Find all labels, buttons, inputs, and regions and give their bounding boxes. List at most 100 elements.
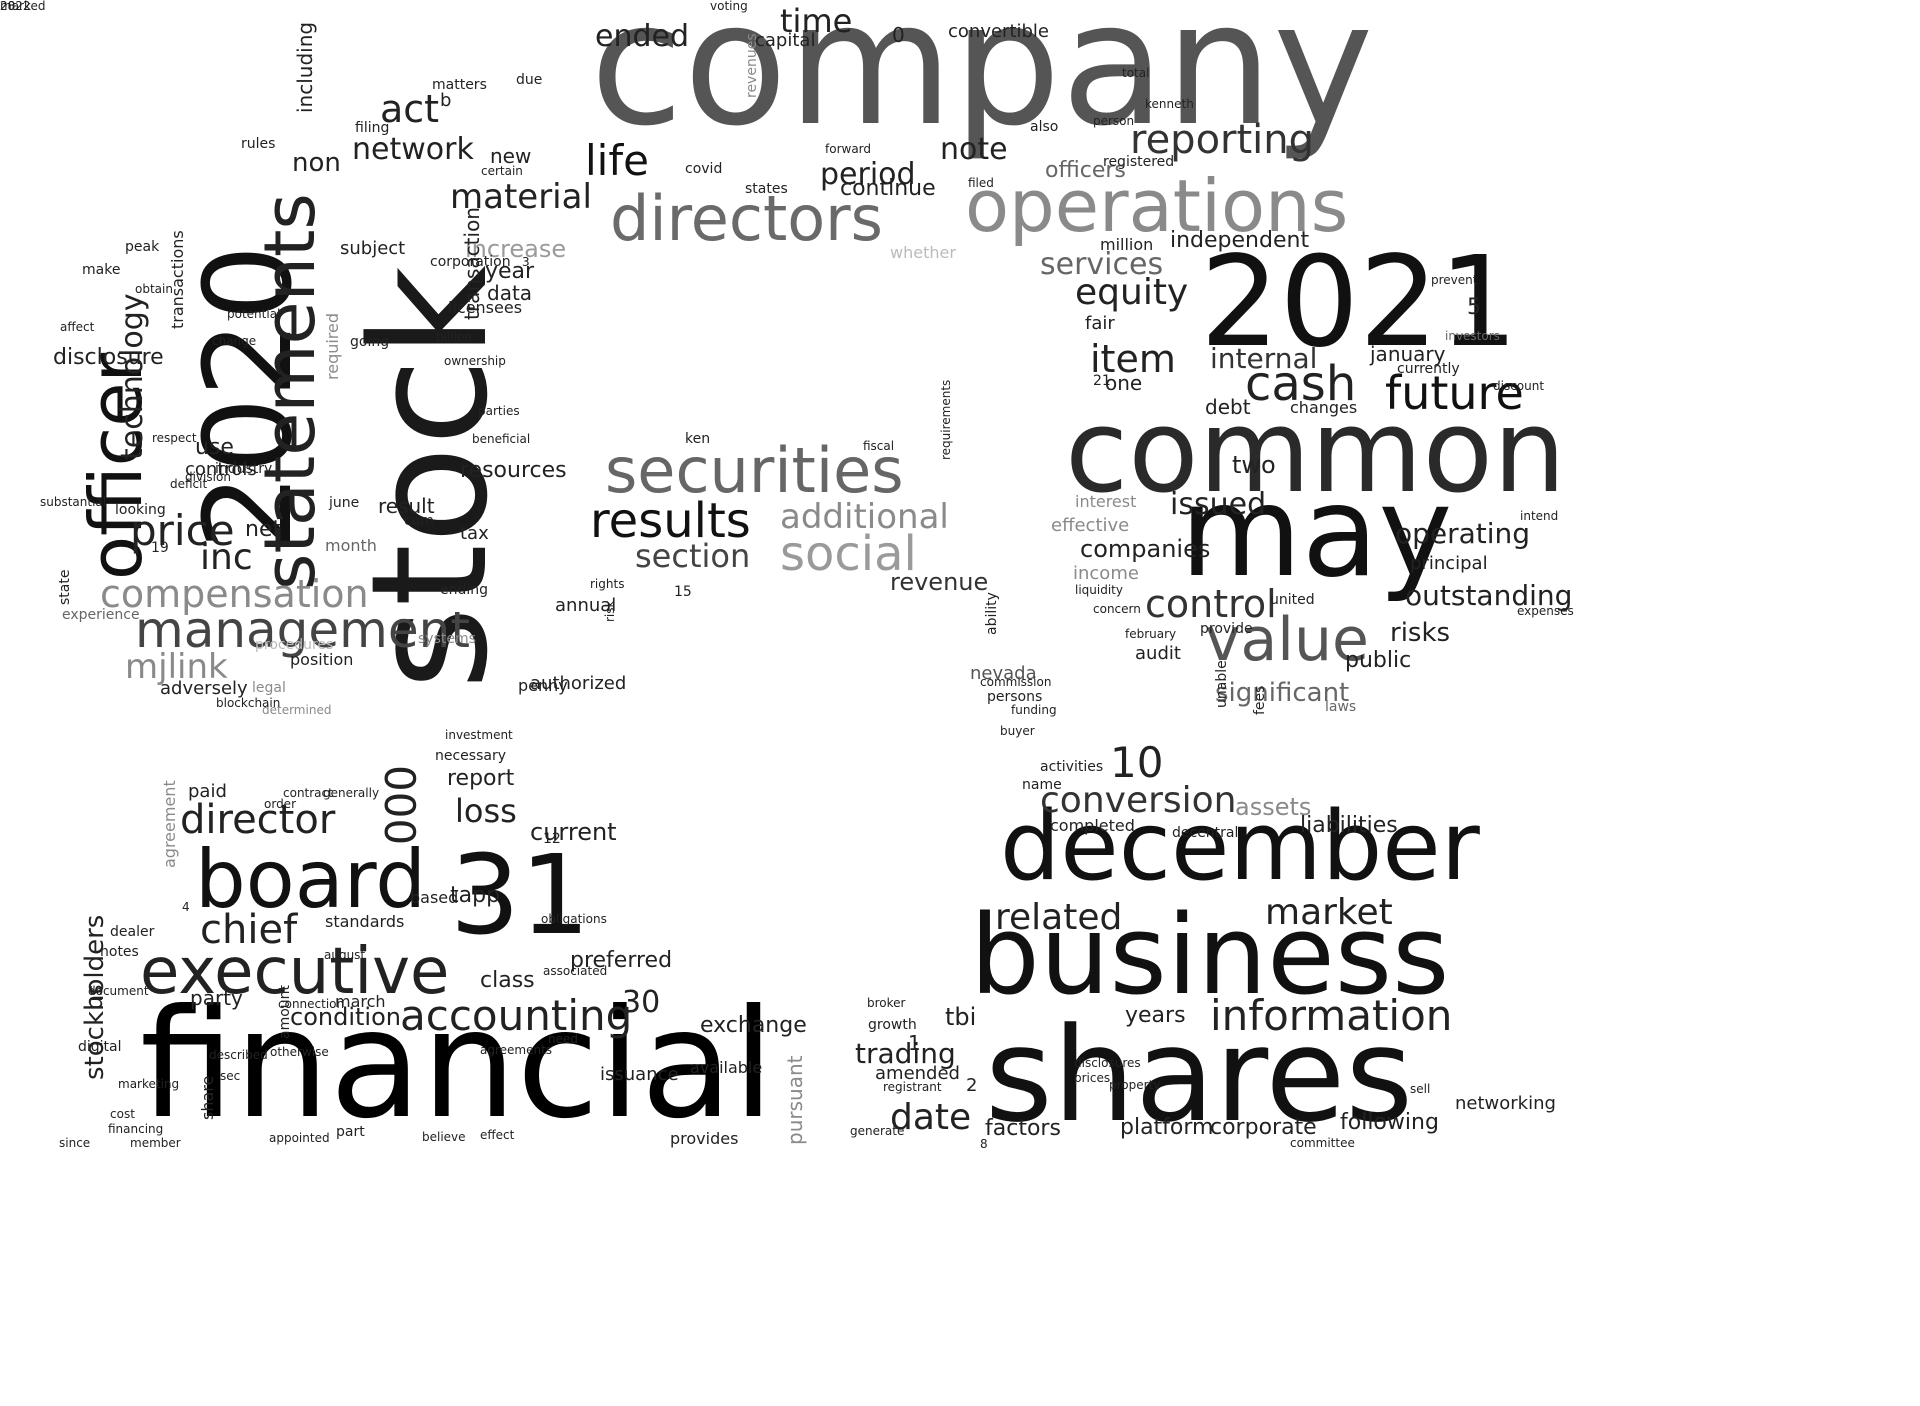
word-value: value <box>1205 605 1369 675</box>
word-transactions: transactions <box>168 230 187 329</box>
word-name: name <box>1022 777 1062 793</box>
word-price: price <box>130 506 235 555</box>
word-party: party <box>190 986 243 1010</box>
word-business: business <box>970 891 1450 1019</box>
word-factors: factors <box>985 1116 1061 1141</box>
word-mjlink: mjlink <box>125 647 228 687</box>
word-companies: companies <box>1080 535 1211 563</box>
word-may: may <box>1180 460 1453 605</box>
word-authorized: authorized <box>530 673 627 694</box>
word-15: 15 <box>674 584 692 600</box>
word-outstanding: outstanding <box>1405 579 1573 612</box>
word-property: property <box>1109 1078 1161 1092</box>
word-million: million <box>1100 235 1154 254</box>
word-covid: covid <box>685 161 723 177</box>
word-compensation: compensation <box>100 572 369 616</box>
word-additional: additional <box>780 497 949 537</box>
word-looking: looking <box>115 502 166 518</box>
word-associated: associated <box>543 964 608 978</box>
word-prices: prices <box>1074 1071 1111 1085</box>
word-2021: 2021 <box>1200 230 1519 375</box>
word-legal: legal <box>252 680 286 696</box>
word-com: com <box>404 513 434 529</box>
word-continue: continue <box>840 176 936 201</box>
word-corporate: corporate <box>1210 1115 1317 1140</box>
word-financial: financial <box>140 978 775 1152</box>
word-tbi: tbi <box>945 1003 977 1031</box>
word-annual: annual <box>555 595 617 616</box>
word-peak: peak <box>125 239 160 255</box>
word-000: 000 <box>375 765 424 846</box>
word-year: year <box>485 259 535 284</box>
word-internal: internal <box>1210 342 1318 375</box>
word-report: report <box>447 766 515 791</box>
word-provide: provide <box>1200 621 1253 637</box>
word-reporting: reporting <box>1130 117 1315 163</box>
word-march: march <box>335 992 386 1011</box>
word-january: january <box>1370 342 1446 366</box>
word-preferred: preferred <box>570 948 673 973</box>
word-forward: forward <box>825 142 872 156</box>
word-8: 8 <box>980 1137 988 1151</box>
word-28: 28 <box>0 0 16 13</box>
word-following: following <box>1340 1110 1439 1135</box>
word-experience: experience <box>62 607 140 623</box>
word-available: available <box>690 1058 763 1077</box>
word-audit: audit <box>1135 643 1181 664</box>
word-decentral: decentral <box>1172 825 1239 841</box>
word-use: use <box>195 435 234 460</box>
word-accounting: accounting <box>400 991 633 1040</box>
word-corporation: corporation <box>430 254 511 270</box>
word-revenues: revenues <box>744 33 760 98</box>
word-ending: ending <box>440 582 489 598</box>
word-pursuant: pursuant <box>783 1055 807 1145</box>
word-disclosure: disclosure <box>53 345 164 370</box>
word-member: member <box>130 1136 181 1150</box>
word-commission: commission <box>980 675 1052 689</box>
word-b: b <box>440 90 452 111</box>
word-life: life <box>585 136 649 185</box>
word-parties: parties <box>478 404 520 418</box>
word-requirements: requirements <box>939 379 953 460</box>
word-one: one <box>1105 371 1143 395</box>
word-voting: voting <box>710 0 748 13</box>
word-results: results <box>590 493 751 549</box>
word-capital: capital <box>755 30 816 51</box>
word-standards: standards <box>325 912 405 931</box>
word-related: related <box>995 897 1123 938</box>
word-required: required <box>323 312 342 380</box>
word-30: 30 <box>622 985 661 1020</box>
word-information: information <box>1210 991 1453 1040</box>
word-platform: platform <box>1120 1115 1214 1140</box>
word-respect: respect <box>152 431 197 445</box>
word-december: december <box>1000 792 1480 902</box>
word-dealer: dealer <box>110 924 155 940</box>
word-directors: directors <box>610 182 883 255</box>
word-conversion: conversion <box>1040 780 1237 821</box>
word-increase: increase <box>465 235 567 263</box>
word-time: time <box>780 2 853 40</box>
word-document: document <box>88 984 149 998</box>
word-matters: matters <box>432 77 487 93</box>
word-network: network <box>352 132 474 167</box>
word-new: new <box>490 144 532 168</box>
word-expenses: expenses <box>1517 604 1574 618</box>
word-including: including <box>293 21 317 113</box>
word-networking: networking <box>1455 1093 1556 1114</box>
word-shares: shares <box>985 999 1414 1151</box>
word-net: net <box>245 517 282 542</box>
word-management: management <box>135 601 470 659</box>
word-concern: concern <box>1093 602 1141 616</box>
word-10: 10 <box>1110 738 1164 787</box>
word-states: states <box>745 181 788 197</box>
word-buyer: buyer <box>1000 724 1035 738</box>
word-31: 31 <box>450 831 590 959</box>
word-issuance: issuance <box>600 1064 679 1085</box>
word-change: change <box>212 334 257 348</box>
word-laws: laws <box>1325 699 1357 715</box>
word-prevent: prevent <box>1431 273 1478 287</box>
word-position: position <box>290 650 354 669</box>
word-tax: tax <box>460 523 489 544</box>
word-date: date <box>890 1097 972 1138</box>
word-future: future <box>1385 366 1524 420</box>
